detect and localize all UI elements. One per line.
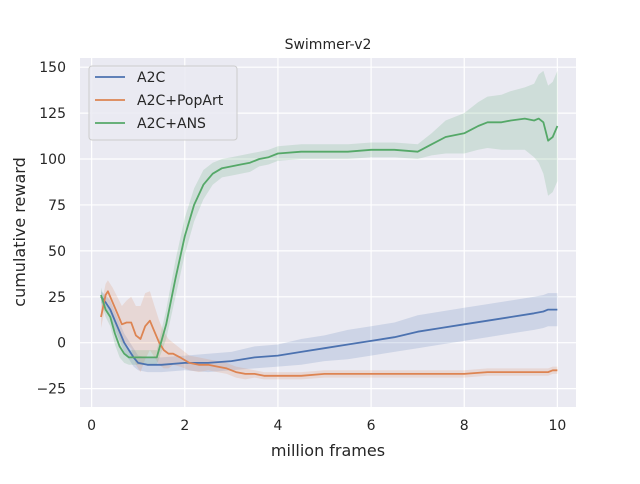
y-tick-label: 150 bbox=[39, 60, 66, 76]
x-tick-label: 0 bbox=[87, 418, 96, 434]
y-tick-label: 125 bbox=[39, 106, 66, 122]
series-line-a2c-ans bbox=[100, 117, 559, 359]
y-tick-label: 0 bbox=[57, 336, 66, 352]
legend-box bbox=[88, 65, 238, 141]
legend-label-a2c-ans: A2C+ANS bbox=[137, 116, 206, 132]
y-tick-label: 100 bbox=[39, 152, 66, 168]
x-tick-label: 2 bbox=[180, 418, 189, 434]
series-line-a2c-popart bbox=[100, 290, 558, 377]
y-tick-label: −25 bbox=[36, 382, 66, 398]
legend-label-a2c-popart: A2C+PopArt bbox=[137, 93, 224, 109]
band-a2c-popart bbox=[101, 280, 558, 380]
y-tick-label: 25 bbox=[48, 290, 66, 306]
y-axis-label: cumulative reward bbox=[10, 157, 29, 306]
grid bbox=[80, 58, 576, 407]
confidence-bands bbox=[101, 70, 558, 380]
band-a2c bbox=[101, 291, 558, 373]
band-a2c-ans bbox=[101, 70, 558, 365]
y-tick-label: 50 bbox=[48, 244, 66, 260]
x-tick-label: 8 bbox=[460, 418, 469, 434]
y-tick-labels: −25 0 25 50 75 100 125 150 bbox=[36, 60, 66, 397]
x-tick-label: 10 bbox=[548, 418, 566, 434]
legend: A2C A2C+PopArt A2C+ANS bbox=[88, 65, 238, 141]
series-line-a2c bbox=[100, 296, 558, 366]
x-tick-label: 6 bbox=[367, 418, 376, 434]
y-tick-label: 75 bbox=[48, 198, 66, 214]
chart-title: Swimmer-v2 bbox=[285, 37, 372, 53]
legend-label-a2c: A2C bbox=[137, 70, 165, 86]
series-lines bbox=[100, 117, 559, 377]
x-tick-label: 4 bbox=[273, 418, 282, 434]
x-axis-label: million frames bbox=[271, 441, 385, 460]
x-tick-labels: 0 2 4 6 8 10 bbox=[87, 418, 566, 434]
